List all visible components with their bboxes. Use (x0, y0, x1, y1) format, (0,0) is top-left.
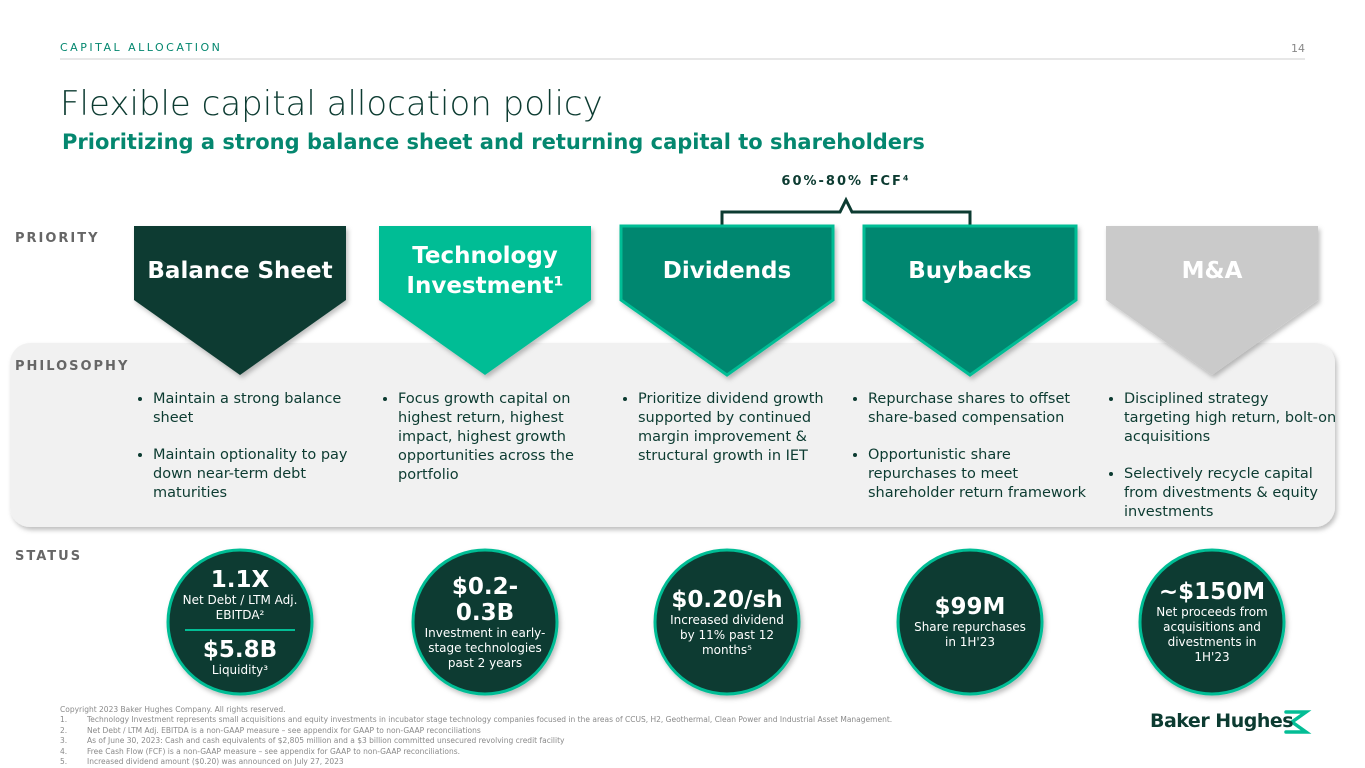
priority-label: Technology Investment¹ (406, 243, 564, 299)
note-number: 5. (60, 757, 68, 766)
note-number: 4. (60, 746, 68, 756)
priority-shape (134, 226, 346, 375)
status-value: $0.20/sh (671, 586, 783, 613)
status-circle (896, 548, 1044, 696)
row-label: PHILOSOPHY (15, 359, 130, 374)
title: Flexible capital allocation policy (60, 84, 603, 124)
bullet: Prioritize dividend growth supported by … (638, 390, 828, 466)
status-circle (1138, 548, 1286, 696)
status-box: $0.2-0.3B Investment in early-stage techn… (423, 556, 547, 688)
bullet-list: Maintain a strong balance sheet Maintain … (135, 390, 358, 521)
priority-label: Buybacks (908, 258, 1032, 284)
status-value: ~$150M (1158, 579, 1266, 605)
note-text: Free Cash Flow (FCF) is a non-GAAP measu… (87, 746, 460, 756)
bullet-list: Prioritize dividend growth supported by … (620, 390, 828, 484)
priority-shape (379, 226, 591, 375)
status-label: Liquidity³ (211, 662, 269, 677)
bullet: Disciplined strategy targeting high retu… (1124, 390, 1339, 447)
note-number: 3. (60, 736, 68, 745)
priority-label: M&A (1181, 258, 1243, 284)
note-text: Technology Investment represents small a… (87, 715, 893, 724)
status-circle (411, 548, 559, 696)
bullet: Selectively recycle capital from divestm… (1124, 465, 1339, 522)
logo-icon (1284, 710, 1312, 734)
philosophy-panel (10, 343, 1335, 527)
priority-shape (1106, 226, 1318, 375)
note-text: Net Debt / LTM Adj. EBITDA is a non-GAAP… (87, 725, 481, 735)
copyright: Copyright 2023 Baker Hughes Company. All… (60, 705, 286, 714)
logo: Baker Hughes (1150, 710, 1294, 732)
page-number: 14 (1291, 42, 1305, 55)
bullet: Focus growth capital on highest return, … (398, 390, 608, 485)
priority-label: Balance Sheet (147, 258, 333, 284)
bullet: Opportunistic share repurchases to meet … (868, 446, 1098, 503)
priority-label: Dividends (662, 258, 792, 284)
status-circle (166, 548, 314, 696)
priority-shape (619, 224, 835, 377)
status-label: Increased dividend by 11% past 12 months… (670, 612, 784, 657)
status-divider (185, 628, 295, 631)
status-box: $99M Share repurchases in 1H'23 (908, 556, 1032, 688)
bullet-list: Focus growth capital on highest return, … (380, 390, 608, 503)
status-circle (653, 548, 801, 696)
status-label: Net proceeds from acquisitions and dives… (1156, 605, 1268, 664)
note-text: As of June 30, 2023: Cash and cash equiv… (87, 736, 565, 745)
status-label: Net Debt / LTM Adj. EBITDA² (182, 592, 298, 622)
bullet: Repurchase shares to offset share-based … (868, 390, 1098, 428)
bullet: Maintain a strong balance sheet (153, 390, 358, 428)
status-value: $99M (934, 594, 1006, 620)
status-box: ~$150M Net proceeds from acquisitions and… (1150, 556, 1274, 688)
note-number: 1. (60, 715, 68, 724)
section-label: CAPITAL ALLOCATION (60, 41, 223, 54)
status-value: $0.2-0.3B (451, 573, 519, 626)
note-text: Increased dividend amount ($0.20) was an… (87, 757, 344, 766)
note-number: 2. (60, 725, 68, 735)
subtitle: Prioritizing a strong balance sheet and … (62, 130, 925, 154)
bracket (720, 196, 972, 226)
row-label: PRIORITY (15, 231, 100, 246)
bullet-list: Disciplined strategy targeting high retu… (1106, 390, 1339, 540)
row-label: STATUS (15, 549, 83, 564)
status-value: 1.1X (210, 566, 270, 593)
bracket-label: 60%-80% FCF⁴ (781, 174, 911, 189)
status-box: 1.1X Net Debt / LTM Adj. EBITDA² $5.8B Liqu… (178, 556, 302, 688)
status-label: Investment in early-stage technologies p… (424, 625, 546, 670)
status-box: $0.20/sh Increased dividend by 11% past 1… (665, 556, 789, 688)
status-value: $5.8B (202, 636, 278, 663)
status-label: Share repurchases in 1H'23 (914, 620, 1026, 649)
priority-shape (862, 224, 1078, 377)
bullet: Maintain optionality to pay down near-te… (153, 446, 358, 503)
bullet-list: Repurchase shares to offset share-based … (850, 390, 1098, 521)
